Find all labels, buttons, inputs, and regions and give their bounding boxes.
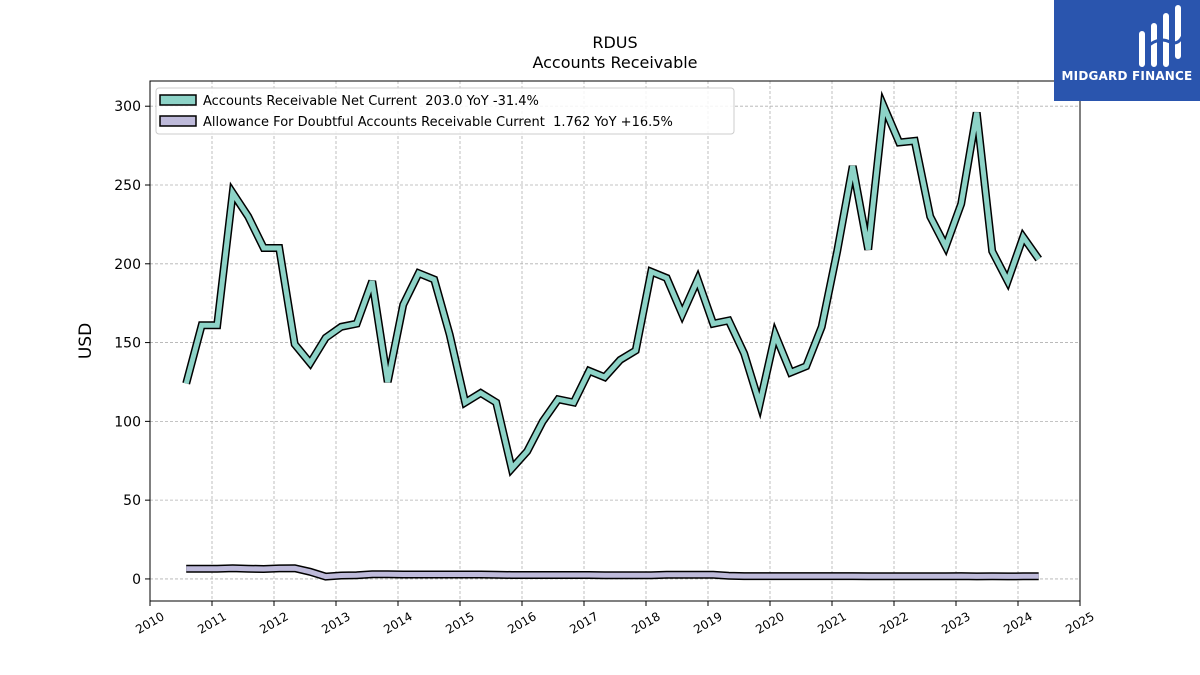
plot-frame [149, 80, 1081, 602]
y-axis-label: USD [76, 323, 96, 359]
legend-swatch-2 [159, 115, 197, 127]
x-axis: 2010 2011 2012 2013 2014 2015 2016 2017 2018 2019… [133, 601, 1097, 637]
x-tick-label: 2014 [381, 609, 414, 636]
x-tick-label: 2021 [815, 609, 848, 636]
y-tick-label: 50 [123, 493, 141, 509]
x-tick-label: 2011 [195, 609, 228, 636]
chart-title: RDUS [592, 33, 637, 52]
y-tick-label: 300 [114, 99, 141, 115]
x-tick-label: 2013 [319, 609, 352, 636]
y-tick-label: 200 [114, 257, 141, 273]
y-axis: 0 50 100 150 200 250 300 [114, 99, 150, 588]
x-tick-label: 2020 [753, 609, 786, 636]
y-tick-label: 250 [114, 178, 141, 194]
grid [149, 81, 1081, 601]
series-2-line [186, 565, 1039, 580]
series-1-line [183, 96, 1041, 474]
y-tick-label: 100 [114, 414, 141, 430]
x-tick-label: 2010 [133, 609, 166, 636]
x-tick-label: 2019 [691, 609, 724, 636]
brand-logo: MIDGARD FINANCE [1054, 0, 1200, 101]
series-lines [182, 90, 1042, 581]
x-tick-label: 2016 [505, 609, 538, 636]
legend-label-2: Allowance For Doubtful Accounts Receivab… [203, 115, 673, 130]
chart-subtitle: Accounts Receivable [532, 53, 697, 72]
legend-label-1: Accounts Receivable Net Current 203.0 Yo… [203, 94, 539, 109]
brand-name: MIDGARD FINANCE [1061, 69, 1193, 83]
legend-box [155, 87, 735, 135]
x-tick-label: 2012 [257, 609, 290, 636]
x-tick-label: 2017 [567, 609, 600, 636]
x-tick-label: 2025 [1063, 609, 1096, 636]
y-tick-label: 150 [114, 336, 141, 352]
x-tick-label: 2015 [443, 609, 476, 636]
series-1-outline [182, 90, 1042, 477]
legend-swatch-1 [159, 94, 197, 106]
logo-mark-icon [1139, 5, 1186, 67]
x-tick-label: 2018 [629, 609, 662, 636]
y-tick-label: 0 [132, 572, 141, 588]
x-tick-label: 2024 [1001, 609, 1034, 636]
x-tick-label: 2022 [877, 609, 910, 636]
x-tick-label: 2023 [939, 609, 972, 636]
legend: Accounts Receivable Net Current 203.0 Yo… [155, 87, 735, 135]
